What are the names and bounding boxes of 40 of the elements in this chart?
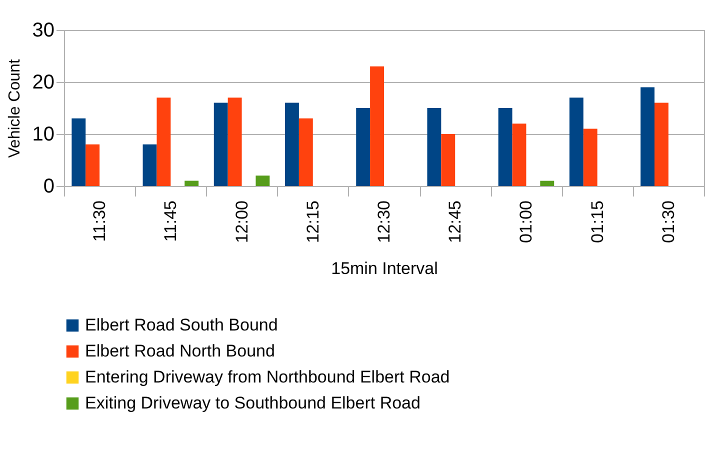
x-axis-title: 15min Interval bbox=[331, 259, 438, 278]
bar bbox=[285, 102, 299, 186]
x-tick-label: 12:15 bbox=[303, 200, 322, 244]
bar bbox=[156, 98, 171, 186]
bar bbox=[640, 87, 654, 186]
x-tick-label: 12:45 bbox=[446, 200, 465, 244]
legend-label: Elbert Road North Bound bbox=[85, 342, 275, 360]
bar bbox=[228, 98, 242, 186]
bar bbox=[427, 108, 442, 186]
bar bbox=[370, 66, 384, 186]
y-tick-label: 20 bbox=[32, 72, 54, 94]
bar bbox=[569, 98, 584, 186]
bar bbox=[184, 180, 199, 186]
y-tick-label: 0 bbox=[43, 176, 54, 198]
x-tick-label: 11:45 bbox=[161, 200, 180, 242]
bar bbox=[540, 180, 554, 186]
bar bbox=[298, 118, 313, 186]
x-tick-label: 01:00 bbox=[516, 200, 536, 244]
x-tick-label: 01:30 bbox=[658, 200, 678, 244]
y-tick-label: 30 bbox=[32, 20, 54, 42]
x-tick-label: 12:30 bbox=[374, 200, 394, 244]
bar bbox=[512, 124, 526, 186]
legend-label: Elbert Road South Bound bbox=[85, 316, 278, 334]
legend-label: Entering Driveway from Northbound Elbert Road bbox=[85, 368, 450, 386]
x-tick-label: 01:15 bbox=[588, 200, 607, 244]
y-tick-label: 10 bbox=[32, 124, 54, 146]
bar bbox=[256, 176, 270, 186]
legend-label: Exiting Driveway to Southbound Elbert Road bbox=[85, 394, 420, 412]
y-axis-title: Vehicle Count bbox=[6, 58, 24, 158]
bar bbox=[86, 144, 100, 186]
bar bbox=[356, 108, 370, 186]
bar bbox=[142, 144, 157, 186]
bar bbox=[441, 134, 456, 186]
x-tick-label: 12:00 bbox=[232, 200, 252, 244]
bar bbox=[214, 102, 228, 186]
bar bbox=[498, 108, 512, 186]
x-tick-label: 11:30 bbox=[90, 200, 110, 242]
bar bbox=[654, 102, 668, 186]
bar bbox=[583, 128, 598, 186]
bar bbox=[72, 118, 86, 186]
